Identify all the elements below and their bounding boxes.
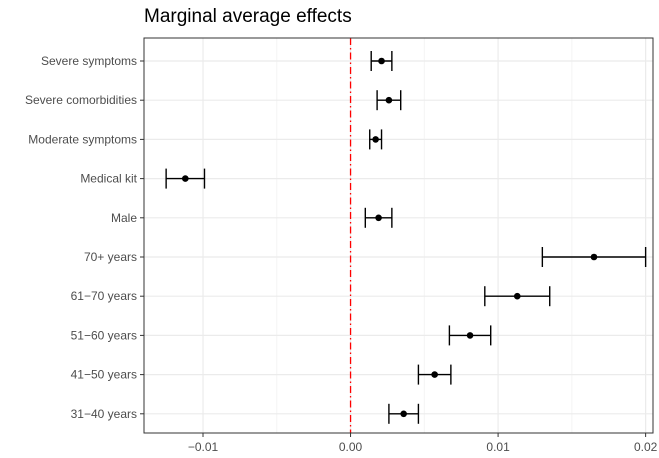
y-tick-label: 61−70 years [71, 289, 137, 303]
point-estimate [385, 96, 393, 104]
point-estimate [372, 136, 379, 143]
point-estimate [590, 253, 598, 261]
x-tick-label: 0.02 [634, 440, 658, 454]
chart-title: Marginal average effects [144, 6, 352, 27]
y-tick-label: Male [111, 211, 137, 225]
point-estimate [513, 292, 521, 300]
point-estimate [466, 332, 474, 339]
point-estimate [378, 57, 385, 65]
y-tick-label: Moderate symptoms [28, 132, 137, 146]
y-tick-label: Severe symptoms [41, 54, 137, 68]
y-tick-label: 51−60 years [71, 328, 137, 342]
x-tick-label: 0.01 [486, 440, 510, 454]
y-tick-label: 70+ years [84, 250, 137, 264]
y-tick-label: Medical kit [80, 172, 137, 186]
y-tick-label: Severe comorbidities [25, 93, 137, 107]
x-tick-label: 0.00 [339, 440, 363, 454]
point-estimate [182, 175, 189, 182]
plot-panel-border [143, 37, 654, 434]
point-estimate [431, 371, 438, 378]
x-tick-label: −0.01 [188, 440, 219, 454]
y-tick-label: 41−50 years [71, 368, 137, 382]
point-estimate [400, 410, 407, 418]
y-tick-label: 31−40 years [71, 407, 137, 421]
plot-panel [144, 38, 653, 433]
point-estimate [375, 214, 382, 222]
